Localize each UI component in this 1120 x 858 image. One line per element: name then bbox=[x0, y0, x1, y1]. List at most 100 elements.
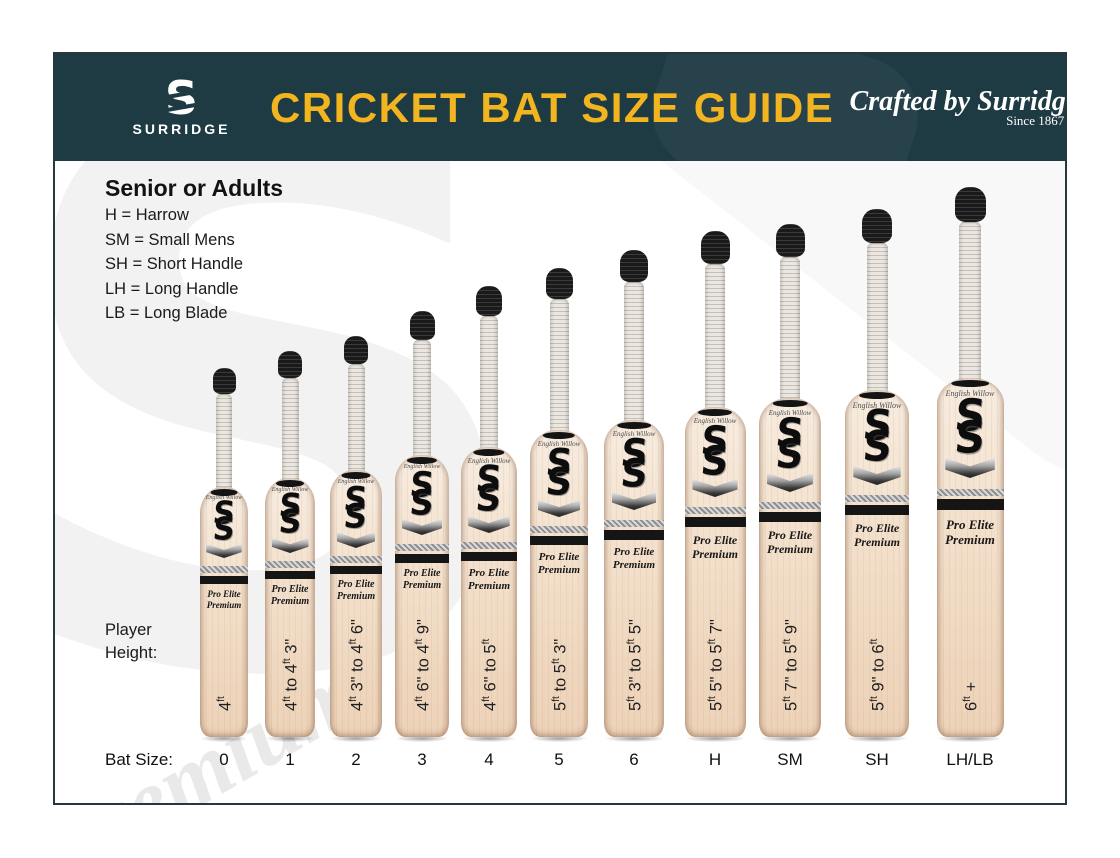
poster-frame: S SURRIDGE CRICKET BAT SIZE GUIDE Crafte… bbox=[53, 52, 1067, 805]
bat-toe-shadow bbox=[685, 735, 745, 742]
bat-knob bbox=[775, 224, 805, 257]
bat-knob bbox=[954, 187, 986, 222]
bat-black-band bbox=[684, 517, 746, 527]
bat-texture-band bbox=[265, 561, 315, 568]
bat-chevron-decal bbox=[767, 473, 813, 492]
bat-chevron-decal bbox=[402, 519, 442, 535]
cricket-bat: English Willow S S Pro Elite Premium 4ft 6" t… bbox=[461, 286, 517, 742]
bat-model-label: Pro Elite Premium bbox=[270, 584, 310, 607]
bat-player-height-label: 4ft 3" to 4ft 6" bbox=[348, 619, 367, 711]
since-1867-text: Since 1867 bbox=[1006, 113, 1065, 128]
bat-black-band bbox=[265, 571, 315, 579]
bat-blade: English Willow S S Pro Elite Premium 5ft to 5… bbox=[530, 430, 588, 737]
bat-black-band bbox=[936, 499, 1004, 510]
bat-blade: English Willow S S Pro Elite Premium 4ft 6" t… bbox=[395, 455, 449, 737]
bat-black-band bbox=[845, 505, 909, 515]
bat-collar bbox=[951, 380, 989, 387]
bat-grip bbox=[959, 222, 981, 384]
cricket-bat: English Willow S S Pro Elite Premium 4ft to 4… bbox=[265, 351, 315, 742]
cricket-bat: English Willow S S Pro Elite Premium 4ft 3" t… bbox=[330, 336, 382, 742]
surridge-logo: S SURRIDGE bbox=[55, 75, 270, 138]
bat-knob bbox=[409, 311, 435, 340]
bat-blade: English Willow S S Pro Elite Premium 5ft 7" t… bbox=[759, 398, 821, 737]
bat-knob bbox=[344, 336, 368, 364]
bat-grip bbox=[413, 340, 431, 461]
bat-willow-label: English Willow bbox=[537, 440, 581, 448]
bat-collar bbox=[341, 472, 371, 479]
legend-item: LB = Long Blade bbox=[105, 304, 228, 322]
bat-knob bbox=[212, 368, 236, 394]
cricket-bat: English Willow S S Pro Elite Premium 5ft 7" t… bbox=[759, 224, 821, 742]
surridge-wordmark: SURRIDGE bbox=[132, 121, 231, 138]
bat-texture-band bbox=[330, 556, 382, 563]
bat-willow-label: English Willow bbox=[271, 487, 309, 493]
bat-chevron-decal bbox=[692, 479, 738, 497]
bat-chevron-decal bbox=[945, 458, 995, 478]
bat-toe-shadow bbox=[605, 735, 663, 742]
bat-collar bbox=[697, 409, 733, 416]
bat-chevron-decal bbox=[336, 532, 376, 548]
bat-model-label: Pro Elite Premium bbox=[612, 546, 656, 571]
bat-black-band bbox=[759, 512, 821, 522]
bat-collar bbox=[772, 400, 808, 407]
bat-player-height-label: 5ft to 5ft 3" bbox=[551, 638, 570, 711]
bat-willow-label: English Willow bbox=[768, 409, 812, 417]
bat-blade: English Willow S S Pro Elite Premium 4ft bbox=[200, 487, 248, 737]
cricket-bat: English Willow S S Pro Elite Premium 5ft 3" t… bbox=[604, 250, 664, 742]
bat-player-height-label: 4ft 6" to 4ft 9" bbox=[414, 619, 433, 711]
bat-chevron-decal bbox=[853, 466, 901, 485]
bat-willow-label: English Willow bbox=[337, 479, 375, 485]
bat-knob bbox=[700, 231, 730, 264]
bat-toe-shadow bbox=[331, 735, 381, 742]
bat-toe-shadow bbox=[846, 735, 908, 742]
size-abbreviation-legend: H = Harrow SM = Small Mens SH = Short Hand… bbox=[105, 203, 243, 326]
legend-item: H = Harrow bbox=[105, 206, 189, 224]
cricket-bat: English Willow S S Pro Elite Premium 4ft bbox=[200, 368, 248, 742]
bat-player-height-label: 5ft 7" to 5ft 9" bbox=[782, 619, 801, 711]
bat-knob bbox=[278, 351, 302, 378]
bat-size-value: 0 bbox=[219, 750, 229, 769]
bat-player-height-label: 4ft bbox=[216, 696, 235, 711]
bat-chevron-decal bbox=[468, 516, 510, 533]
bat-texture-band bbox=[530, 526, 588, 533]
bat-collar bbox=[859, 392, 895, 399]
bat-blade: English Willow S S Pro Elite Premium 6ft + bbox=[936, 378, 1004, 737]
bat-model-label: Pro Elite Premium bbox=[691, 533, 738, 562]
bat-toe-shadow bbox=[760, 735, 820, 742]
bat-willow-label: English Willow bbox=[403, 464, 441, 470]
bat-texture-band bbox=[395, 544, 449, 551]
bat-black-band bbox=[530, 536, 588, 545]
bat-model-label: Pro Elite Premium bbox=[537, 551, 581, 576]
bat-size-row-label: Bat Size: bbox=[105, 750, 174, 769]
bat-willow-label: English Willow bbox=[945, 389, 995, 398]
bat-knob bbox=[476, 286, 502, 316]
bat-knob bbox=[620, 250, 648, 282]
bat-grip bbox=[216, 394, 232, 493]
bat-chevron-decal bbox=[537, 500, 581, 517]
bat-chevron-decal bbox=[206, 544, 242, 558]
bat-grip bbox=[780, 257, 800, 404]
bat-toe-shadow bbox=[266, 735, 314, 742]
bat-toe-shadow bbox=[396, 735, 448, 742]
legend-item: SM = Small Mens bbox=[105, 230, 235, 249]
header-banner: S SURRIDGE CRICKET BAT SIZE GUIDE Crafte… bbox=[55, 54, 1065, 161]
bat-size-value: 2 bbox=[351, 750, 361, 769]
bat-collar bbox=[210, 489, 238, 496]
bat-blade: English Willow S S Pro Elite Premium 5ft 9" t… bbox=[845, 390, 909, 737]
bat-texture-band bbox=[461, 542, 517, 549]
bat-texture-band bbox=[845, 495, 909, 502]
bat-collar bbox=[542, 432, 576, 439]
bat-texture-band bbox=[684, 507, 746, 514]
bat-size-value: SH bbox=[865, 750, 889, 769]
bat-size-value: 1 bbox=[285, 750, 295, 769]
section-title: Senior or Adults bbox=[105, 175, 284, 201]
bat-grip bbox=[866, 243, 888, 396]
cricket-bat: English Willow S S Pro Elite Premium 5ft to 5… bbox=[530, 268, 588, 742]
bat-texture-band bbox=[604, 520, 664, 527]
